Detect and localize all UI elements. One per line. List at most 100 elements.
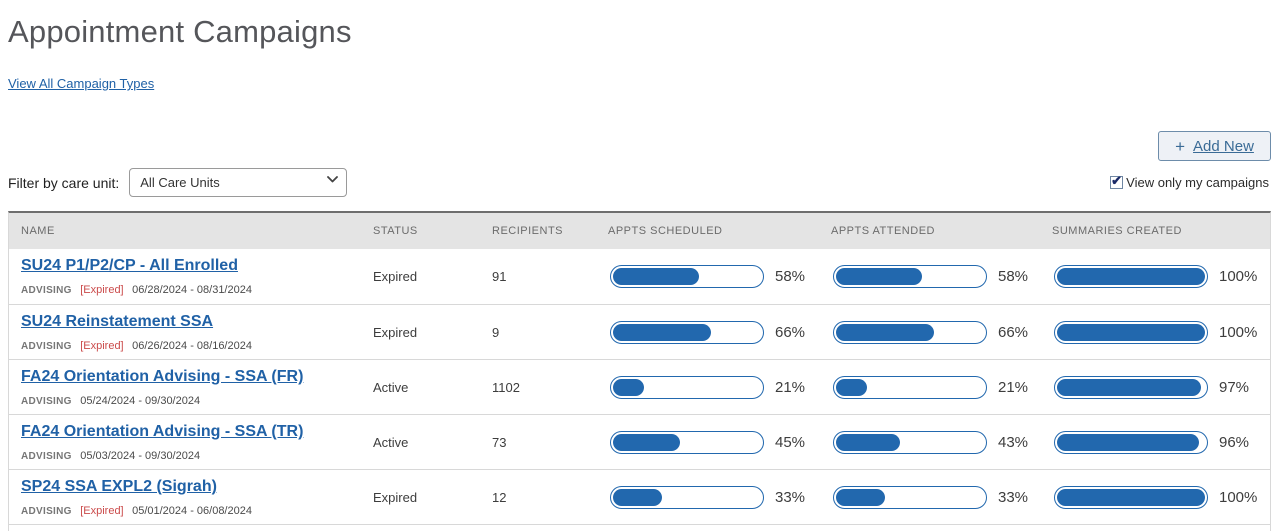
appts-attended-progressbar	[833, 430, 987, 454]
progress-fill	[1057, 433, 1200, 451]
view-only-my-campaigns-checkbox[interactable]: ✔	[1110, 173, 1124, 189]
care-unit-label: ADVISING	[21, 396, 72, 407]
progress-fill	[1057, 488, 1205, 506]
summaries-created-progressbar	[1054, 430, 1208, 454]
campaign-name-link[interactable]: SU24 P1/P2/CP - All Enrolled	[21, 257, 238, 274]
progress-fill	[613, 268, 699, 285]
progress-fill	[613, 378, 645, 396]
appts-attended-progressbar	[833, 485, 987, 509]
table-row: SP24 SSA EXPL2 (Sigrah) ADVISING [Expire…	[9, 469, 1270, 524]
summaries-created-progressbar	[1054, 375, 1208, 399]
name-cell: SP24 SSA EXPL2 (Sigrah) ADVISING [Expire…	[9, 470, 373, 524]
column-header-appts-attended: APPTS ATTENDED	[831, 225, 935, 237]
expired-tag: [Expired]	[80, 284, 124, 296]
care-unit-label: ADVISING	[21, 285, 72, 296]
summaries-created-progressbar	[1054, 265, 1208, 288]
table-body: SU24 P1/P2/CP - All Enrolled ADVISING [E…	[9, 249, 1270, 524]
view-only-label: View only my campaigns	[1126, 175, 1269, 190]
name-cell: SU24 P1/P2/CP - All Enrolled ADVISING [E…	[9, 249, 373, 304]
campaign-name-link[interactable]: SP24 SSA EXPL2 (Sigrah)	[21, 478, 217, 495]
appts-attended-progressbar	[833, 375, 987, 399]
care-unit-select-input[interactable]: All Care Units	[129, 168, 348, 197]
summaries-created-percent: 100%	[1219, 323, 1258, 341]
recipients-cell: 91	[492, 269, 507, 284]
progress-fill	[613, 488, 662, 506]
care-unit-select[interactable]: All Care Units	[129, 168, 348, 197]
expired-tag: [Expired]	[80, 505, 124, 517]
appts-attended-cell: 43%	[831, 415, 1052, 469]
add-new-button[interactable]: + Add New	[1158, 131, 1271, 161]
appts-attended-cell: 66%	[831, 305, 1052, 359]
add-new-label: Add New	[1193, 137, 1254, 155]
appts-attended-progressbar	[833, 265, 987, 288]
plus-icon: +	[1175, 136, 1186, 156]
appts-scheduled-percent: 58%	[775, 268, 806, 285]
summaries-created-cell: 96%	[1052, 415, 1270, 469]
campaign-name-link[interactable]: FA24 Orientation Advising - SSA (FR)	[21, 368, 304, 385]
name-cell: SU24 Reinstatement SSA ADVISING [Expired…	[9, 305, 373, 359]
progress-fill	[1057, 323, 1205, 341]
table-row: FA24 Orientation Advising - SSA (TR) ADV…	[9, 414, 1270, 469]
column-header-recipients: RECIPIENTS	[492, 225, 564, 237]
campaign-dates: 06/26/2024 - 08/16/2024	[132, 340, 252, 352]
appts-attended-cell: 58%	[831, 249, 1052, 304]
progress-fill	[613, 323, 711, 341]
appts-scheduled-progressbar	[610, 485, 764, 509]
summaries-created-percent: 97%	[1219, 378, 1250, 396]
summaries-created-cell: 100%	[1052, 305, 1270, 359]
appts-scheduled-progressbar	[610, 375, 764, 399]
summaries-created-cell: 100%	[1052, 470, 1270, 524]
appts-attended-cell: 33%	[831, 470, 1052, 524]
appts-scheduled-progressbar	[610, 320, 764, 344]
status-cell: Active	[373, 434, 409, 450]
appts-scheduled-cell: 66%	[608, 305, 831, 359]
campaign-name-link[interactable]: SU24 Reinstatement SSA	[21, 313, 214, 330]
column-header-summaries-created: SUMMARIES CREATED	[1052, 225, 1182, 237]
name-cell: FA24 Orientation Advising - SSA (FR) ADV…	[9, 360, 373, 414]
campaign-dates: 06/28/2024 - 08/31/2024	[132, 284, 252, 296]
summaries-created-percent: 100%	[1219, 268, 1258, 285]
campaign-name-link[interactable]: FA24 Orientation Advising - SSA (TR)	[21, 423, 304, 440]
progress-fill	[836, 268, 922, 285]
appts-attended-percent: 33%	[998, 488, 1029, 506]
summaries-created-progressbar	[1054, 485, 1208, 509]
appts-attended-percent: 21%	[998, 378, 1029, 396]
summaries-created-percent: 96%	[1219, 433, 1250, 451]
campaign-dates: 05/03/2024 - 09/30/2024	[80, 450, 201, 462]
campaign-subline: ADVISING [Expired] 06/26/2024 - 08/16/20…	[21, 336, 373, 354]
table-row: SU24 Reinstatement SSA ADVISING [Expired…	[9, 304, 1270, 359]
campaign-subline: ADVISING [Expired] 06/28/2024 - 08/31/20…	[21, 280, 373, 298]
progress-fill	[836, 433, 900, 451]
appts-scheduled-percent: 45%	[775, 433, 806, 451]
view-only-my-campaigns-toggle: ✔ View only my campaigns	[1110, 173, 1269, 190]
campaigns-table: NAME STATUS RECIPIENTS APPTS SCHEDULED A…	[8, 211, 1271, 531]
appts-scheduled-cell: 58%	[608, 249, 831, 304]
appts-attended-progressbar	[833, 320, 987, 344]
check-icon: ✔	[1111, 173, 1123, 188]
filter-bar: Filter by care unit: All Care Units ✔ Vi…	[8, 168, 1271, 197]
appts-scheduled-percent: 21%	[775, 378, 806, 396]
progress-fill	[1057, 268, 1205, 285]
campaign-subline: ADVISING 05/03/2024 - 09/30/2024	[21, 446, 373, 464]
appts-scheduled-cell: 45%	[608, 415, 831, 469]
recipients-cell: 73	[492, 434, 507, 450]
column-header-name: NAME	[21, 225, 55, 237]
appts-scheduled-percent: 33%	[775, 488, 806, 506]
summaries-created-percent: 100%	[1219, 488, 1258, 506]
status-cell: Expired	[373, 324, 418, 340]
care-unit-label: ADVISING	[21, 341, 72, 352]
table-row: FA24 Orientation Advising - SSA (FR) ADV…	[9, 359, 1270, 414]
recipients-cell: 12	[492, 489, 507, 505]
name-cell: FA24 Orientation Advising - SSA (TR) ADV…	[9, 415, 373, 469]
partial-next-row	[9, 524, 1270, 531]
summaries-created-progressbar	[1054, 320, 1208, 344]
appts-attended-cell: 21%	[831, 360, 1052, 414]
appts-attended-percent: 43%	[998, 433, 1029, 451]
progress-fill	[836, 323, 934, 341]
view-all-campaign-types-link[interactable]: View All Campaign Types	[8, 76, 155, 91]
appts-scheduled-percent: 66%	[775, 323, 806, 341]
filter-by-care-unit-label: Filter by care unit:	[8, 174, 120, 191]
appts-scheduled-progressbar	[610, 430, 764, 454]
campaign-dates: 05/01/2024 - 06/08/2024	[132, 505, 252, 517]
